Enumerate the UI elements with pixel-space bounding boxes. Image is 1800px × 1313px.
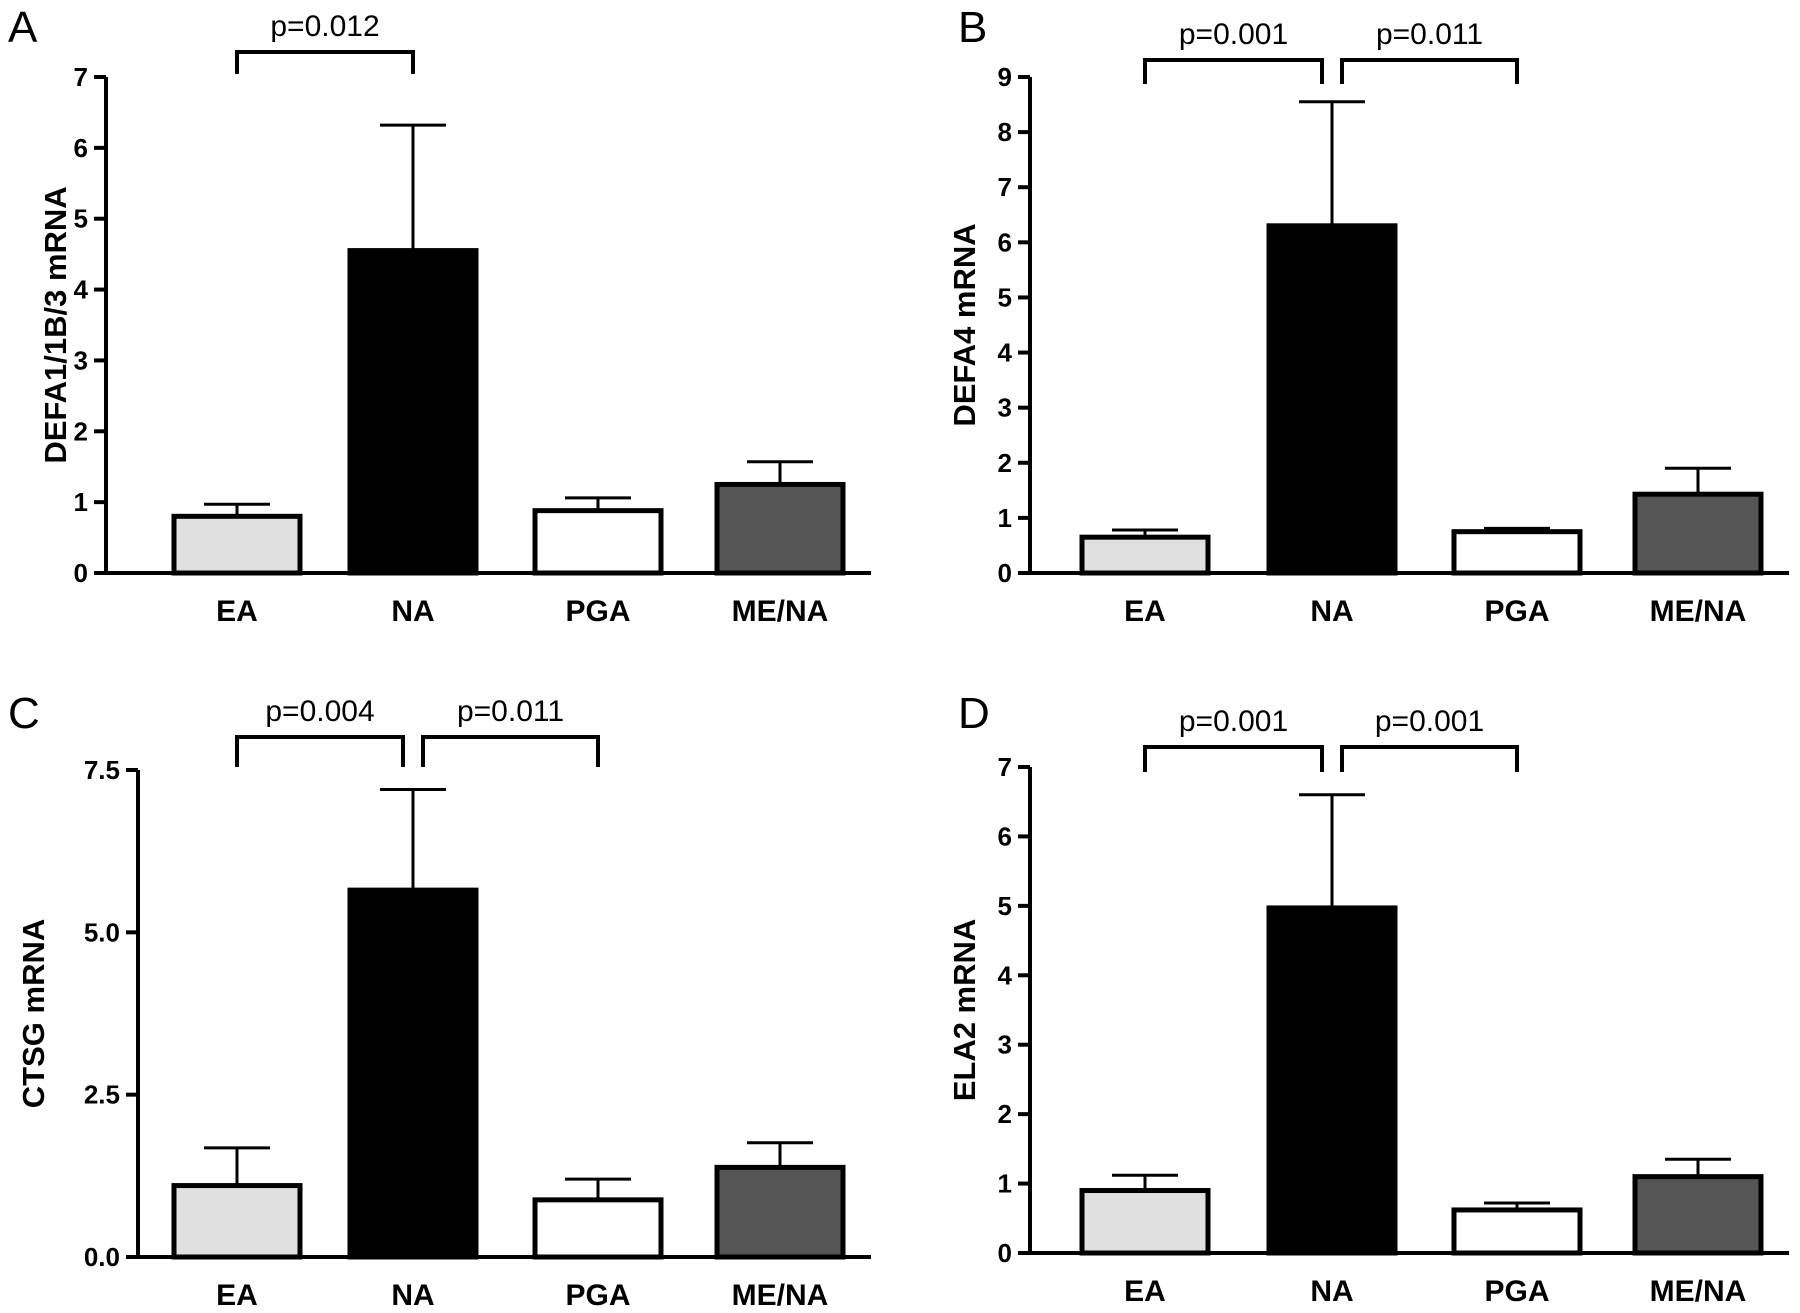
x-tick-label: EA	[216, 1279, 258, 1312]
y-tick-label: 3	[998, 1030, 1012, 1060]
y-tick-label: 1	[74, 487, 88, 517]
panel-letter: A	[8, 3, 38, 52]
x-tick-label: PGA	[565, 595, 630, 628]
x-tick-label: ME/NA	[732, 595, 829, 628]
y-tick-label: 0	[74, 558, 88, 588]
significance-bracket	[1143, 745, 1324, 772]
bar-ea	[171, 1183, 303, 1260]
y-tick-label: 0	[998, 1238, 1012, 1268]
panel-C: C EA NA PGA ME/NA 0.0 2.5 5.0 7.5 CTSG mRNA p=0.00…	[8, 689, 871, 1312]
significance-bracket	[421, 735, 600, 767]
x-tick-label: NA	[1310, 595, 1353, 628]
y-tick-label: 2	[998, 1099, 1012, 1129]
y-axis-label: CTSG mRNA	[16, 919, 51, 1108]
bar-me-na	[714, 481, 846, 576]
panel-letter: D	[958, 689, 990, 738]
y-tick-label: 5.0	[84, 917, 120, 947]
x-tick-label: NA	[1310, 1275, 1353, 1308]
y-tick-label: 7.5	[84, 755, 120, 785]
bar-na	[347, 887, 479, 1260]
panel-letter: B	[958, 3, 987, 52]
y-tick-label: 3	[998, 393, 1012, 423]
significance-bracket	[1340, 58, 1519, 84]
bar-pga	[1451, 529, 1583, 576]
y-tick-label: 4	[74, 275, 89, 305]
panel-B: B EA NA PGA ME/NA 0 1 2 3 4 5 6 7 8 9 DEFA4 mRNA p=0.001…	[947, 3, 1789, 628]
y-tick-label: 0.0	[84, 1242, 120, 1272]
panel-A: A EA NA PGA ME/NA 0 1 2 3 4 5 6 7 DEFA1/1B/3 mRNA p=0.…	[8, 3, 871, 628]
y-tick-label: 4	[998, 960, 1013, 990]
p-value-label: p=0.004	[265, 695, 374, 728]
bar-ea	[1079, 1188, 1211, 1256]
x-tick-label: PGA	[1484, 595, 1549, 628]
p-value-label: p=0.001	[1375, 705, 1484, 738]
bar-pga	[1451, 1207, 1583, 1256]
panel-D: D EA NA PGA ME/NA 0 1 2 3 4 5 6 7 ELA2 mRNA p=0.001 p=0…	[947, 689, 1789, 1308]
bar-ea	[171, 513, 303, 576]
y-tick-label: 4	[998, 338, 1013, 368]
y-tick-label: 0	[998, 558, 1012, 588]
y-tick-label: 1	[998, 503, 1012, 533]
bar-pga	[532, 508, 664, 576]
y-axis-label: ELA2 mRNA	[947, 919, 982, 1102]
y-tick-label: 3	[74, 345, 88, 375]
bar-na	[1266, 223, 1398, 576]
x-tick-label: EA	[216, 595, 258, 628]
x-tick-label: NA	[391, 1279, 434, 1312]
bar-me-na	[1632, 1174, 1764, 1256]
y-tick-label: 8	[998, 117, 1012, 147]
panel-letter: C	[8, 689, 40, 738]
y-tick-label: 6	[998, 821, 1012, 851]
bar-na	[347, 248, 479, 576]
x-tick-label: NA	[391, 595, 434, 628]
y-tick-label: 2	[998, 448, 1012, 478]
p-value-label: p=0.001	[1179, 18, 1288, 51]
x-tick-label: ME/NA	[732, 1279, 829, 1312]
p-value-label: p=0.011	[457, 695, 564, 728]
y-tick-label: 5	[998, 282, 1012, 312]
x-tick-label: ME/NA	[1650, 595, 1747, 628]
y-tick-label: 2.5	[84, 1080, 120, 1110]
bar-pga	[532, 1197, 664, 1260]
y-tick-label: 7	[74, 62, 88, 92]
y-axis-label: DEFA4 mRNA	[947, 223, 982, 426]
significance-bracket	[235, 735, 405, 767]
significance-bracket	[1340, 745, 1519, 772]
p-value-label: p=0.001	[1179, 705, 1288, 738]
y-tick-label: 6	[74, 133, 88, 163]
y-tick-label: 7	[998, 752, 1012, 782]
bar-ea	[1079, 534, 1211, 576]
x-tick-label: PGA	[565, 1279, 630, 1312]
y-axis-label: DEFA1/1B/3 mRNA	[38, 186, 73, 463]
bar-me-na	[714, 1164, 846, 1260]
y-tick-label: 9	[998, 62, 1012, 92]
bar-me-na	[1632, 491, 1764, 576]
y-tick-label: 6	[998, 227, 1012, 257]
p-value-label: p=0.011	[1376, 18, 1483, 51]
y-tick-label: 2	[74, 416, 88, 446]
significance-bracket	[235, 50, 415, 74]
p-value-label: p=0.012	[270, 10, 379, 43]
y-tick-label: 7	[998, 172, 1012, 202]
significance-bracket	[1143, 58, 1324, 84]
x-tick-label: PGA	[1484, 1275, 1549, 1308]
x-tick-label: EA	[1124, 1275, 1166, 1308]
x-tick-label: EA	[1124, 595, 1166, 628]
y-tick-label: 5	[998, 891, 1012, 921]
y-tick-label: 1	[998, 1169, 1012, 1199]
x-tick-label: ME/NA	[1650, 1275, 1747, 1308]
bar-na	[1266, 905, 1398, 1256]
y-tick-label: 5	[74, 204, 88, 234]
